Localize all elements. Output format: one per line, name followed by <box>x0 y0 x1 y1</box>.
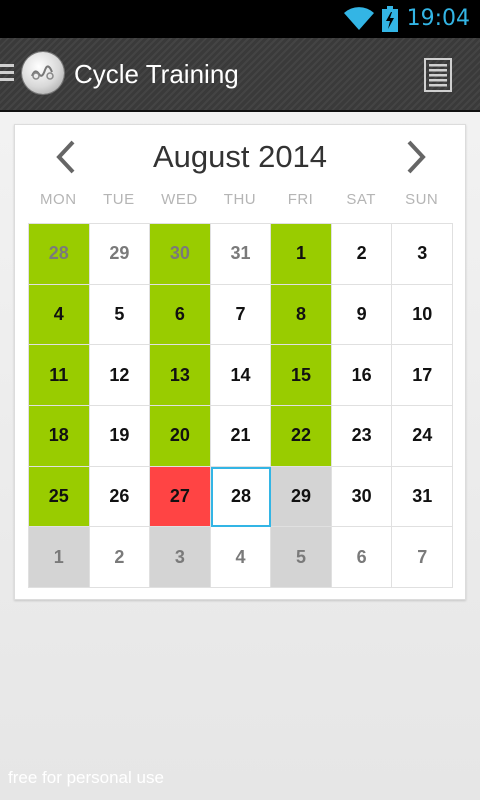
calendar-day-cell[interactable]: 31 <box>392 466 453 528</box>
app-logo-icon[interactable] <box>22 52 64 94</box>
app-title: Cycle Training <box>74 59 239 89</box>
calendar-day-cell[interactable]: 12 <box>89 345 151 406</box>
calendar-day-cell[interactable]: 15 <box>271 345 332 406</box>
calendar-day-cell[interactable]: 13 <box>150 345 211 406</box>
calendar-day-cell[interactable]: 16 <box>331 345 393 406</box>
calendar-card: August 2014 MON TUE WED THU FRI SAT SUN … <box>14 124 466 600</box>
chevron-left-icon[interactable] <box>51 139 81 175</box>
calendar-day-cell[interactable]: 1 <box>271 224 332 285</box>
calendar-day-cell[interactable]: 3 <box>392 224 453 285</box>
calendar-day-cell[interactable]: 7 <box>392 527 453 588</box>
status-time: 19:04 <box>406 6 470 31</box>
calendar-day-cell[interactable]: 29 <box>89 224 151 285</box>
calendar-day-cell[interactable]: 26 <box>89 466 151 528</box>
weekday-label: SAT <box>346 191 376 208</box>
calendar-day-cell[interactable]: 6 <box>150 284 211 346</box>
calendar-day-cell[interactable]: 31 <box>210 224 272 285</box>
chevron-right-icon[interactable] <box>401 139 431 175</box>
calendar-day-cell[interactable]: 28 <box>210 466 272 528</box>
calendar-day-cell[interactable]: 30 <box>150 224 211 285</box>
footer-note: free for personal use <box>8 768 164 787</box>
month-title: August 2014 <box>152 139 328 174</box>
wifi-icon <box>344 7 374 30</box>
calendar-grid: 28 29 30 31 1 2 3 4 5 6 7 8 9 10 11 12 13 14 15 16 17 18 19 20 2… <box>28 223 453 588</box>
calendar-day-cell[interactable]: 14 <box>210 345 272 406</box>
calendar-day-cell[interactable]: 27 <box>150 466 211 528</box>
list-icon[interactable] <box>424 58 452 92</box>
calendar-day-cell[interactable]: 21 <box>210 406 272 467</box>
calendar-day-cell[interactable]: 4 <box>210 527 272 588</box>
weekday-header: MON TUE WED THU FRI SAT SUN <box>28 191 452 208</box>
calendar-day-cell[interactable]: 20 <box>150 406 211 467</box>
calendar-day-cell[interactable]: 6 <box>331 527 393 588</box>
calendar-day-cell[interactable]: 23 <box>331 406 393 467</box>
weekday-label: FRI <box>287 191 314 208</box>
calendar-day-cell[interactable]: 11 <box>29 345 90 406</box>
calendar-day-cell[interactable]: 4 <box>29 284 90 346</box>
calendar-day-cell[interactable]: 22 <box>271 406 332 467</box>
calendar-day-cell[interactable]: 9 <box>331 284 393 346</box>
calendar-day-cell[interactable]: 8 <box>271 284 332 346</box>
calendar-day-cell[interactable]: 19 <box>89 406 151 467</box>
calendar-day-cell[interactable]: 17 <box>392 345 453 406</box>
calendar-day-cell[interactable]: 2 <box>331 224 393 285</box>
calendar-day-cell[interactable]: 18 <box>29 406 90 467</box>
calendar-day-cell[interactable]: 28 <box>29 224 90 285</box>
weekday-label: SUN <box>405 191 439 208</box>
calendar-day-cell[interactable]: 5 <box>89 284 151 346</box>
calendar-day-cell[interactable]: 30 <box>331 466 393 528</box>
calendar-day-cell[interactable]: 24 <box>392 406 453 467</box>
weekday-label: MON <box>40 191 77 208</box>
calendar-day-cell[interactable]: 10 <box>392 284 453 346</box>
weekday-label: THU <box>223 191 257 208</box>
calendar-day-cell[interactable]: 5 <box>271 527 332 588</box>
weekday-label: TUE <box>103 191 135 208</box>
calendar-day-cell[interactable]: 3 <box>150 527 211 588</box>
calendar-day-cell[interactable]: 29 <box>271 466 332 528</box>
calendar-day-cell[interactable]: 7 <box>210 284 272 346</box>
battery-charging-icon <box>382 6 398 32</box>
calendar-day-cell[interactable]: 25 <box>29 466 90 528</box>
calendar-day-cell[interactable]: 2 <box>89 527 151 588</box>
calendar-day-cell[interactable]: 1 <box>29 527 90 588</box>
hamburger-icon[interactable] <box>0 64 14 85</box>
action-bar: Cycle Training <box>0 38 480 112</box>
weekday-label: WED <box>161 191 198 208</box>
status-bar: 19:04 <box>0 0 480 38</box>
